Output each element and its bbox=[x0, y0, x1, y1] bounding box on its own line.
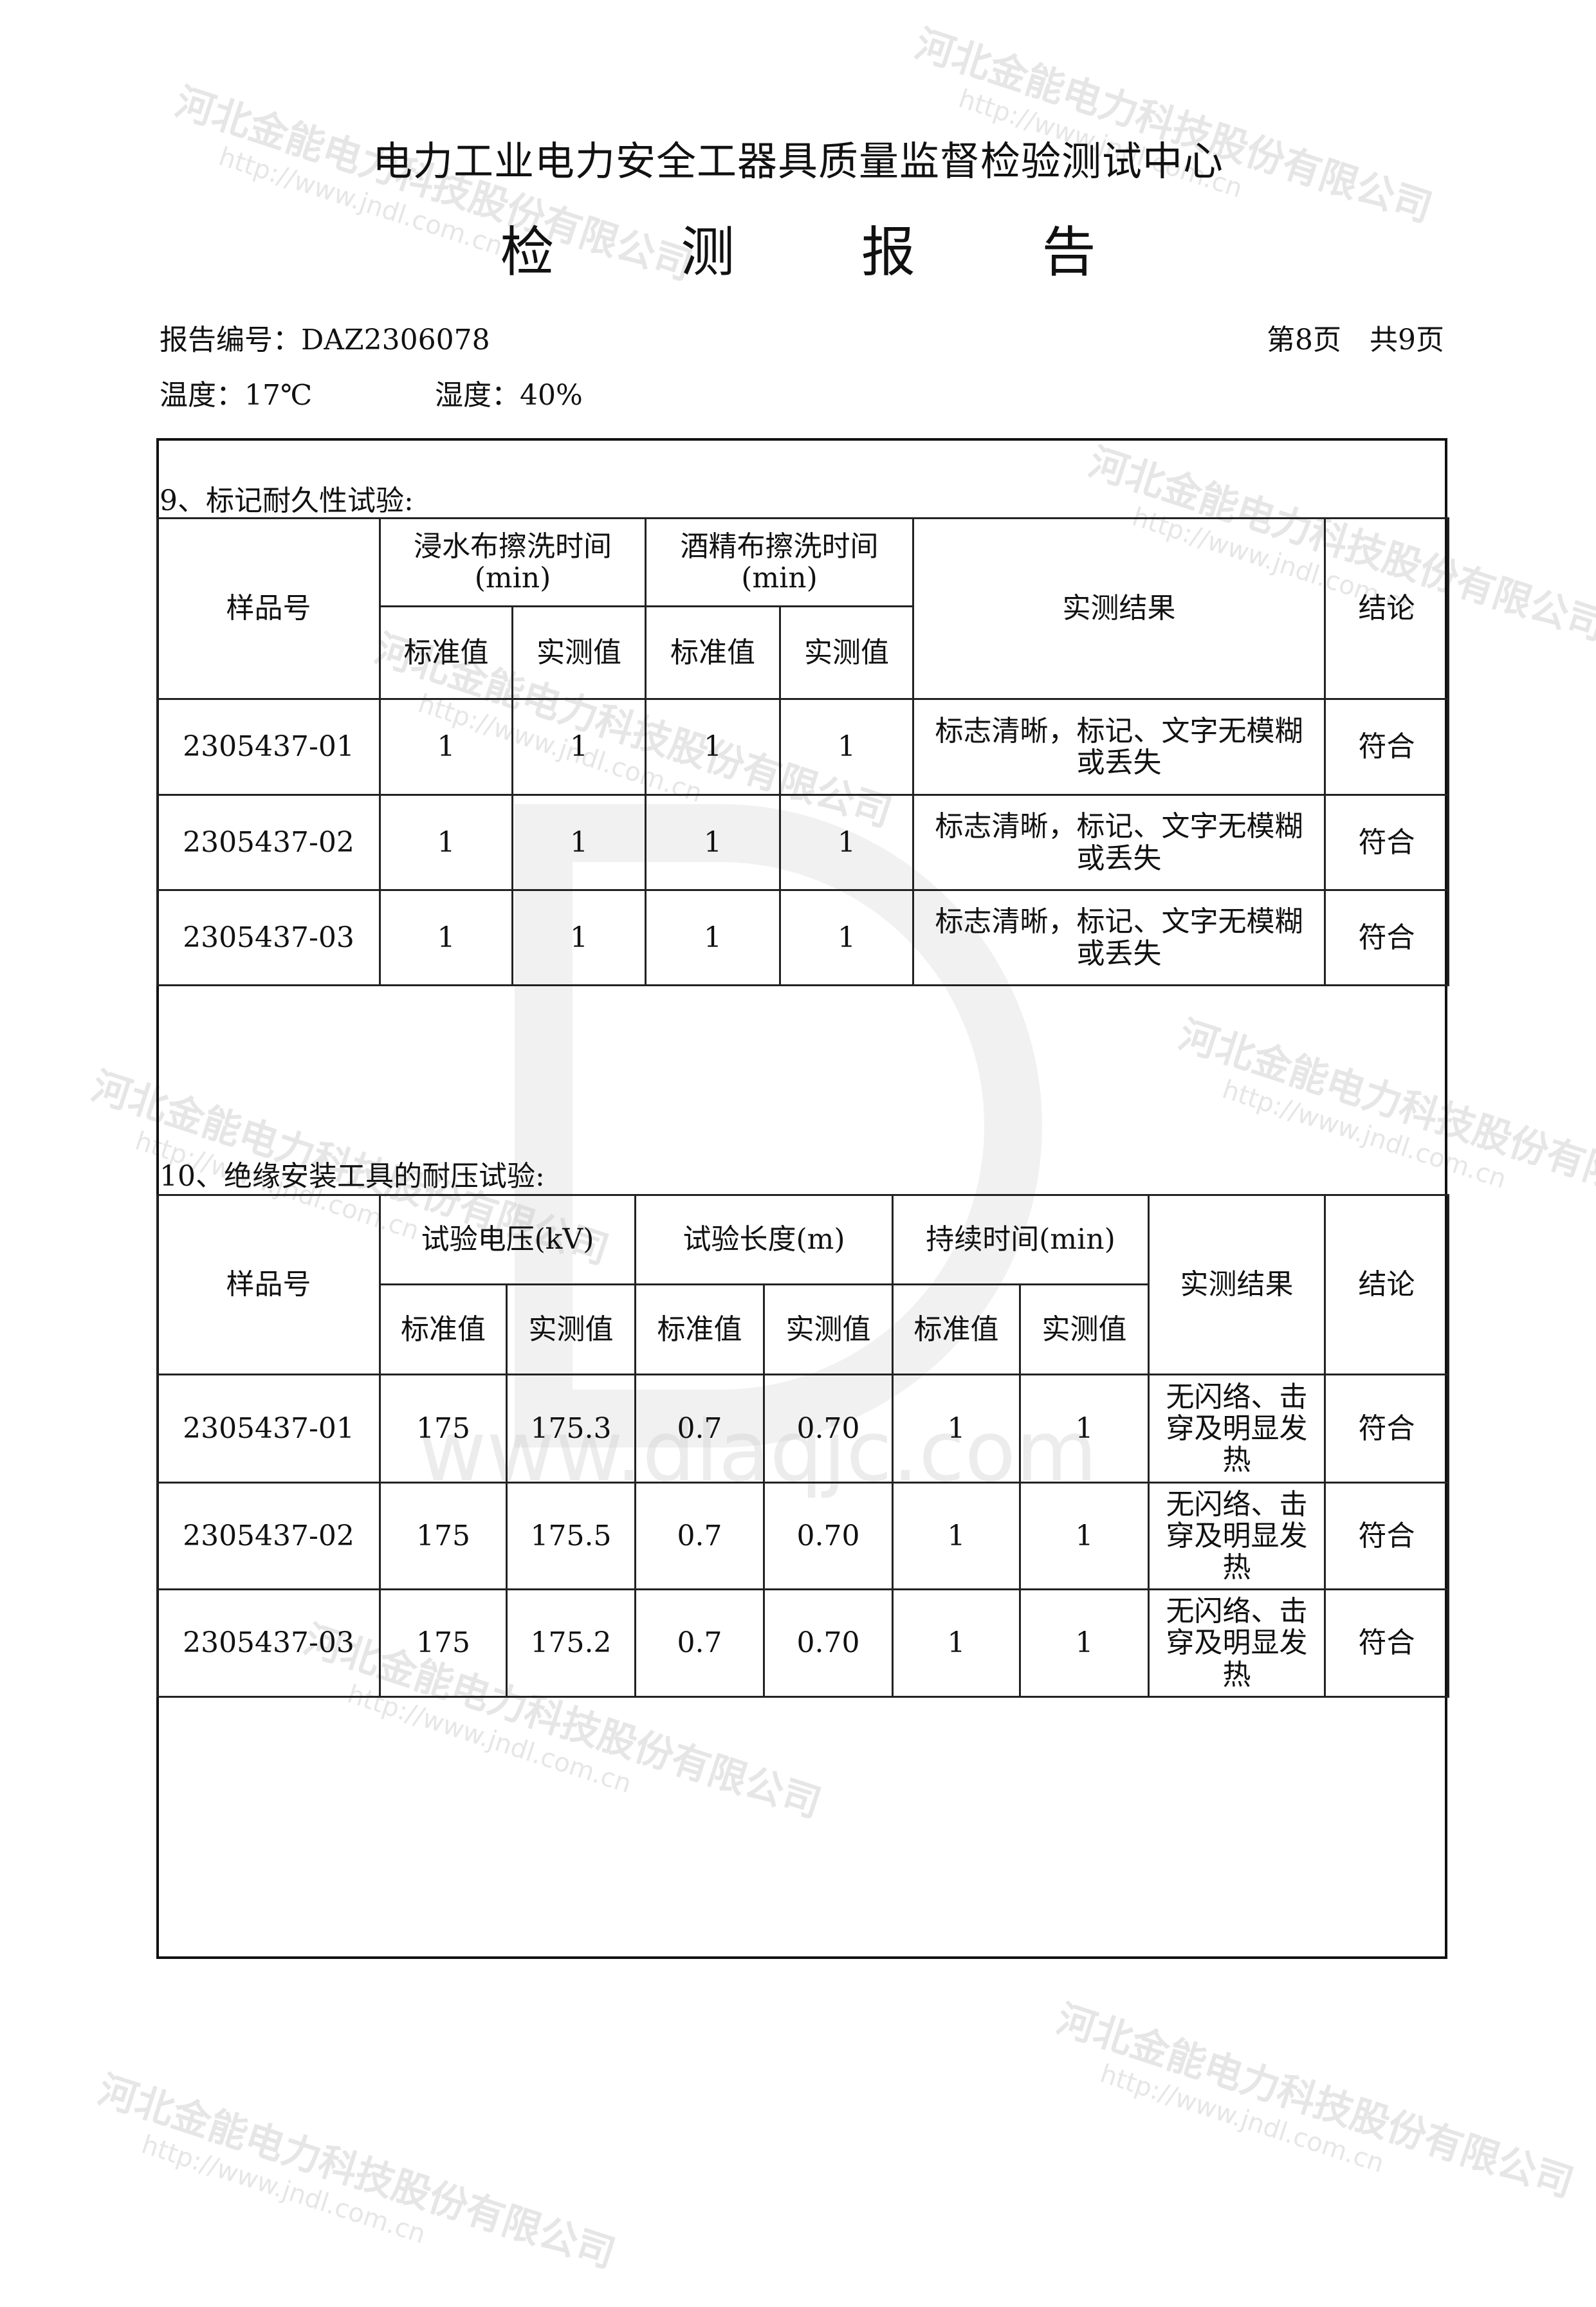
header-meas: 实测值 bbox=[763, 1283, 894, 1375]
cell-length-std: 0.7 bbox=[634, 1588, 765, 1698]
header-sample: 样品号 bbox=[156, 517, 381, 700]
header-alcohol: 酒精布擦洗时间(min) bbox=[645, 517, 914, 607]
cell-water-std: 1 bbox=[379, 794, 513, 891]
cell-length-std: 0.7 bbox=[634, 1482, 765, 1590]
document-title: 电力工业电力安全工器具质量监督检验测试中心 bbox=[372, 138, 1224, 185]
table-row: 2305437-02 1 1 1 1 标志清晰，标记、文字无模糊或丢失 符合 bbox=[156, 794, 1449, 891]
cell-result: 无闪络、击穿及明显发热 bbox=[1148, 1588, 1326, 1698]
table-row: 2305437-03 175 175.2 0.7 0.70 1 1 无闪络、击穿… bbox=[156, 1588, 1449, 1698]
header-std: 标准值 bbox=[379, 1283, 508, 1375]
watermark: 河北金能电力科技股份有限公司 http://www.jndl.com.cn bbox=[1051, 1996, 1579, 2207]
cell-alcohol-meas: 1 bbox=[779, 889, 914, 986]
temperature: 温度：17℃ bbox=[160, 379, 313, 412]
section10-title: 10、绝缘安装工具的耐压试验: bbox=[160, 1160, 545, 1193]
section9-title: 9、标记耐久性试验: bbox=[160, 484, 414, 517]
header-meas: 实测值 bbox=[779, 605, 914, 700]
cell-result: 标志清晰，标记、文字无模糊或丢失 bbox=[912, 889, 1326, 986]
cell-conclusion: 符合 bbox=[1324, 794, 1449, 891]
humidity: 湿度：40% bbox=[435, 379, 583, 412]
header-meas: 实测值 bbox=[1019, 1283, 1150, 1375]
table-row: 2305437-01 1 1 1 1 标志清晰，标记、文字无模糊或丢失 符合 bbox=[156, 698, 1449, 796]
header-meas: 实测值 bbox=[506, 1283, 636, 1375]
header-conclusion: 结论 bbox=[1324, 1194, 1449, 1375]
cell-voltage-std: 175 bbox=[379, 1588, 508, 1698]
header-length: 试验长度(m) bbox=[634, 1194, 894, 1285]
header-std: 标准值 bbox=[634, 1283, 765, 1375]
cell-voltage-std: 175 bbox=[379, 1482, 508, 1590]
cell-duration-std: 1 bbox=[892, 1374, 1021, 1484]
cell-alcohol-meas: 1 bbox=[779, 698, 914, 796]
table-row: 2305437-02 175 175.5 0.7 0.70 1 1 无闪络、击穿… bbox=[156, 1482, 1449, 1590]
cell-water-meas: 1 bbox=[511, 794, 647, 891]
header-std: 标准值 bbox=[645, 605, 781, 700]
cell-sample: 2305437-02 bbox=[156, 794, 381, 891]
cell-conclusion: 符合 bbox=[1324, 1374, 1449, 1484]
cell-alcohol-std: 1 bbox=[645, 698, 781, 796]
cell-sample: 2305437-03 bbox=[156, 889, 381, 986]
marking-durability-table: 样品号 浸水布擦洗时间(min) 酒精布擦洗时间(min) 实测结果 结论 标准… bbox=[156, 517, 1449, 986]
header-duration: 持续时间(min) bbox=[892, 1194, 1150, 1285]
cell-voltage-meas: 175.5 bbox=[506, 1482, 636, 1590]
cell-result: 标志清晰，标记、文字无模糊或丢失 bbox=[912, 794, 1326, 891]
header-conclusion: 结论 bbox=[1324, 517, 1449, 700]
watermark: 河北金能电力科技股份有限公司 http://www.jndl.com.cn bbox=[93, 2067, 621, 2277]
cell-result: 无闪络、击穿及明显发热 bbox=[1148, 1374, 1326, 1484]
cell-alcohol-std: 1 bbox=[645, 794, 781, 891]
cell-alcohol-meas: 1 bbox=[779, 794, 914, 891]
table-row: 2305437-01 175 175.3 0.7 0.70 1 1 无闪络、击穿… bbox=[156, 1374, 1449, 1484]
header-std: 标准值 bbox=[379, 605, 513, 700]
header-voltage: 试验电压(kV) bbox=[379, 1194, 636, 1285]
header-result: 实测结果 bbox=[912, 517, 1326, 700]
header-meas: 实测值 bbox=[511, 605, 647, 700]
cell-duration-meas: 1 bbox=[1019, 1374, 1150, 1484]
cell-water-meas: 1 bbox=[511, 698, 647, 796]
cell-result: 无闪络、击穿及明显发热 bbox=[1148, 1482, 1326, 1590]
cell-sample: 2305437-01 bbox=[156, 698, 381, 796]
cell-voltage-std: 175 bbox=[379, 1374, 508, 1484]
document-subtitle: 检 测 报 告 bbox=[500, 221, 1096, 284]
cell-voltage-meas: 175.3 bbox=[506, 1374, 636, 1484]
header-result: 实测结果 bbox=[1148, 1194, 1326, 1375]
header-std: 标准值 bbox=[892, 1283, 1021, 1375]
cell-duration-std: 1 bbox=[892, 1588, 1021, 1698]
cell-conclusion: 符合 bbox=[1324, 1588, 1449, 1698]
cell-duration-std: 1 bbox=[892, 1482, 1021, 1590]
table-row: 2305437-03 1 1 1 1 标志清晰，标记、文字无模糊或丢失 符合 bbox=[156, 889, 1449, 986]
cell-alcohol-std: 1 bbox=[645, 889, 781, 986]
cell-sample: 2305437-03 bbox=[156, 1588, 381, 1698]
report-number: 报告编号：DAZ2306078 bbox=[160, 324, 490, 356]
cell-duration-meas: 1 bbox=[1019, 1482, 1150, 1590]
cell-water-std: 1 bbox=[379, 889, 513, 986]
cell-length-std: 0.7 bbox=[634, 1374, 765, 1484]
cell-result: 标志清晰，标记、文字无模糊或丢失 bbox=[912, 698, 1326, 796]
cell-length-meas: 0.70 bbox=[763, 1374, 894, 1484]
cell-voltage-meas: 175.2 bbox=[506, 1588, 636, 1698]
cell-length-meas: 0.70 bbox=[763, 1482, 894, 1590]
page-number: 第8页 共9页 bbox=[1267, 324, 1444, 356]
cell-conclusion: 符合 bbox=[1324, 1482, 1449, 1590]
header-sample: 样品号 bbox=[156, 1194, 381, 1375]
cell-duration-meas: 1 bbox=[1019, 1588, 1150, 1698]
cell-water-std: 1 bbox=[379, 698, 513, 796]
cell-water-meas: 1 bbox=[511, 889, 647, 986]
withstand-voltage-table: 样品号 试验电压(kV) 试验长度(m) 持续时间(min) 实测结果 结论 标… bbox=[156, 1194, 1449, 1698]
cell-sample: 2305437-01 bbox=[156, 1374, 381, 1484]
cell-length-meas: 0.70 bbox=[763, 1588, 894, 1698]
cell-conclusion: 符合 bbox=[1324, 889, 1449, 986]
cell-sample: 2305437-02 bbox=[156, 1482, 381, 1590]
cell-conclusion: 符合 bbox=[1324, 698, 1449, 796]
header-water: 浸水布擦洗时间(min) bbox=[379, 517, 647, 607]
